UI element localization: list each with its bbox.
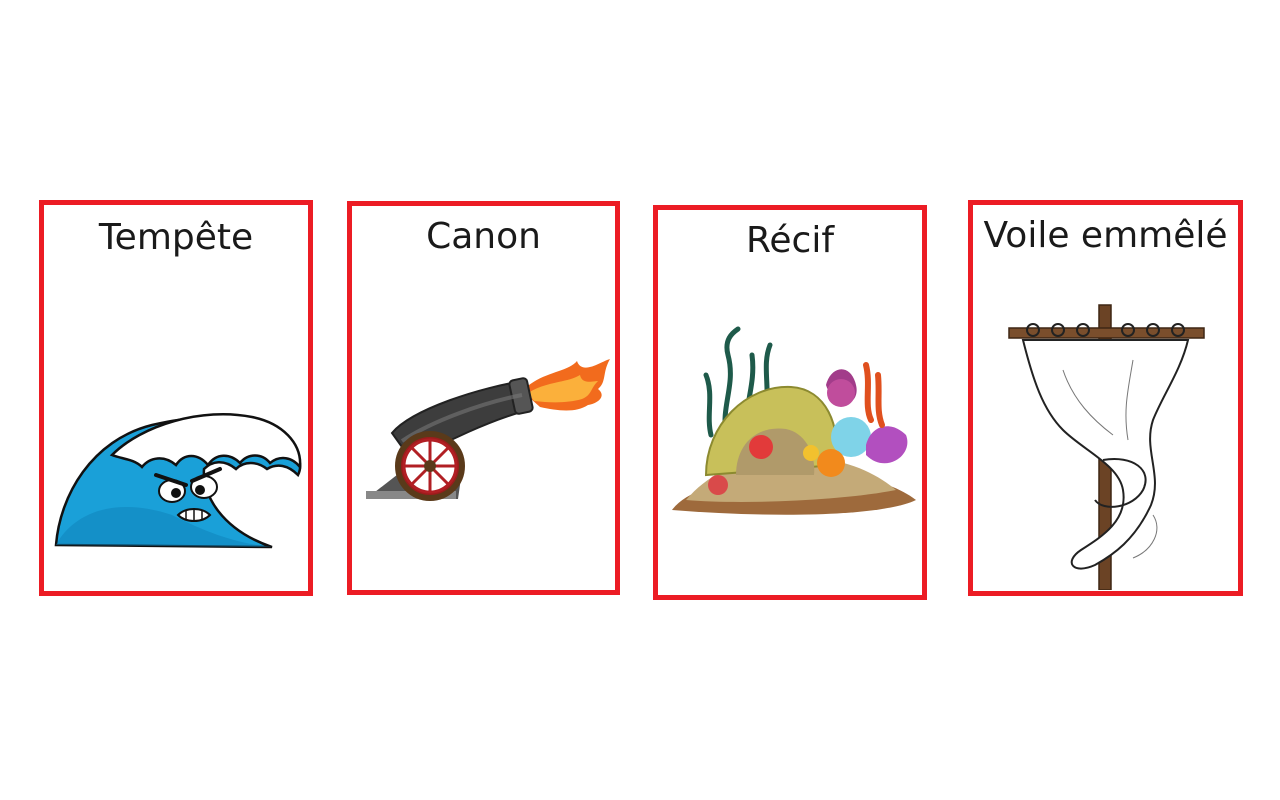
card-recif[interactable]: Récif [653, 205, 927, 600]
card-canon[interactable]: Canon [347, 201, 620, 595]
card-voile-emmele[interactable]: Voile emmêlé [968, 200, 1243, 596]
card-title: Tempête [98, 217, 254, 258]
coral-reef-icon [672, 326, 916, 515]
tangled-sail-icon [1008, 304, 1205, 590]
card-title: Voile emmêlé [983, 215, 1228, 256]
card-title: Canon [426, 216, 541, 257]
firing-cannon-icon [366, 359, 610, 501]
card-tempete[interactable]: Tempête [39, 200, 313, 596]
angry-wave-icon [54, 413, 302, 549]
card-title: Récif [745, 220, 834, 261]
